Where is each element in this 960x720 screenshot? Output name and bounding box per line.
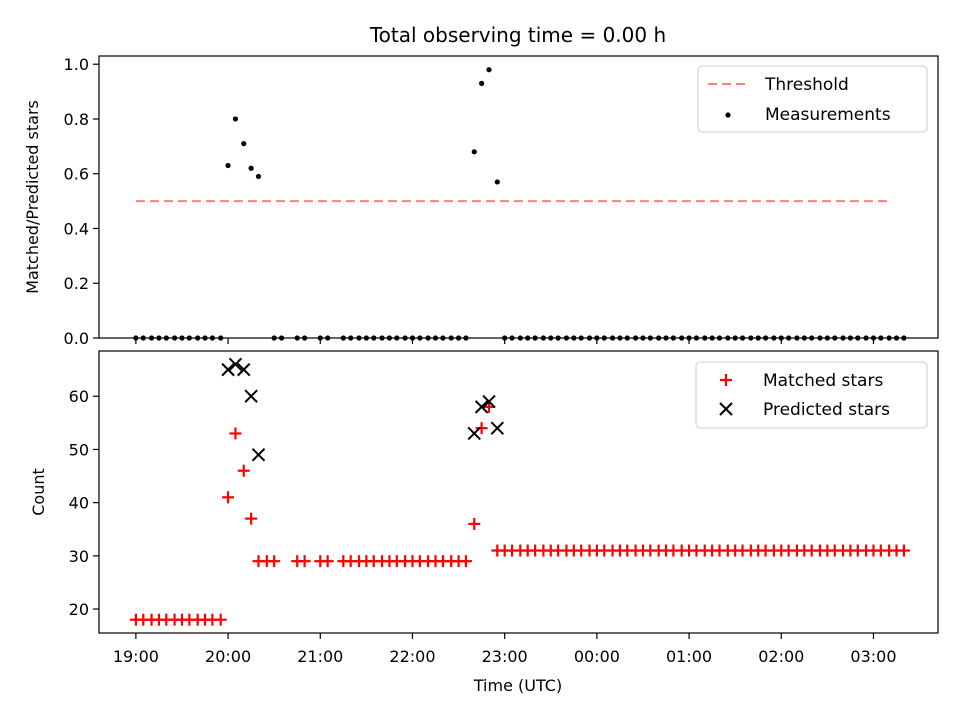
predicted-star-marker	[251, 448, 266, 462]
legend-matched-label: Matched stars	[763, 371, 883, 391]
predicted-stars-markers	[221, 357, 505, 462]
y-tick-label: 0.0	[64, 329, 89, 348]
y-tick-label: 40	[69, 494, 89, 513]
legend-matched-swatch	[720, 374, 732, 386]
x-tick-label: 20:00	[205, 647, 251, 666]
legend-predicted-label: Predicted stars	[763, 400, 890, 420]
predicted-star-marker	[482, 394, 496, 409]
x-tick-label: 23:00	[482, 647, 528, 666]
matched-stars-markers	[129, 400, 910, 626]
x-axis-label: Time (UTC)	[473, 676, 562, 695]
legend-measurements-swatch	[725, 112, 731, 118]
top-x-ticks	[135, 338, 875, 344]
matched-star-marker	[475, 422, 488, 435]
y-tick-label: 60	[69, 387, 89, 406]
top-ylabel: Matched/Predicted stars	[23, 100, 42, 294]
matched-star-marker	[229, 427, 242, 440]
x-tick-label: 19:00	[113, 647, 159, 666]
predicted-star-marker	[237, 362, 251, 377]
x-tick-label: 02:00	[758, 647, 804, 666]
x-tick-label: 03:00	[850, 647, 896, 666]
predicted-star-marker	[467, 426, 481, 441]
measurement-dot	[486, 67, 492, 73]
bottom-y-ticks: 20 30 40 50 60	[69, 387, 99, 619]
measurement-dot	[471, 149, 477, 155]
measurement-dot	[479, 80, 485, 86]
predicted-star-marker	[490, 421, 505, 435]
measurement-dot	[255, 173, 262, 180]
y-tick-label: 0.2	[64, 274, 89, 293]
x-tick-label: 00:00	[574, 647, 620, 666]
y-tick-label: 0.6	[64, 165, 89, 184]
bottom-panel: 20 30 40 50 60 19:00 20:00 21:00 22:00 23:00 00:0…	[29, 350, 939, 666]
top-axes-frame	[98, 55, 939, 339]
x-tick-label: 01:00	[666, 647, 712, 666]
y-tick-label: 20	[69, 600, 89, 619]
bottom-legend-box	[695, 361, 928, 429]
bottom-axes-frame	[98, 350, 939, 634]
matched-star-marker	[459, 555, 472, 568]
chart-title: Total observing time = 0.00 h	[369, 23, 666, 47]
predicted-star-marker	[474, 400, 489, 414]
matched-star-marker	[237, 464, 250, 477]
matched-star-marker	[214, 613, 227, 626]
measurement-dots	[225, 67, 500, 185]
bottom-ylabel: Count	[29, 468, 48, 516]
matched-star-marker	[268, 555, 281, 568]
predicted-star-marker	[244, 389, 258, 403]
x-tick-label: 21:00	[297, 647, 343, 666]
predicted-star-marker	[221, 362, 235, 377]
measurement-dot	[241, 141, 247, 147]
bottom-legend: Matched stars Predicted stars	[695, 361, 928, 429]
y-tick-label: 50	[69, 440, 89, 459]
legend-predicted-swatch	[719, 402, 733, 416]
top-y-ticks: 0.0 0.2 0.4 0.6 0.8 1.0	[64, 55, 99, 348]
measurement-dot	[248, 165, 254, 171]
top-legend: Threshold Measurements	[697, 65, 928, 133]
matched-star-marker	[321, 555, 334, 568]
matched-star-marker	[222, 491, 235, 504]
y-tick-label: 0.8	[64, 110, 89, 129]
measurement-dot	[225, 162, 231, 169]
measurement-dot	[232, 116, 239, 122]
bottom-x-ticks: 19:00 20:00 21:00 22:00 23:00 00:00 01:00 02:00…	[113, 633, 897, 666]
measurement-dot	[494, 179, 500, 185]
y-tick-label: 1.0	[64, 55, 89, 74]
y-tick-label: 0.4	[64, 219, 89, 238]
top-panel: 0.0 0.2 0.4 0.6 0.8 1.0 Matched/Predicted sta…	[23, 55, 939, 348]
y-tick-label: 30	[69, 547, 89, 566]
matched-star-marker	[897, 544, 910, 557]
legend-measurements-label: Measurements	[765, 105, 891, 125]
matched-star-marker	[245, 512, 258, 525]
matched-star-marker	[468, 517, 481, 530]
predicted-star-marker	[228, 357, 243, 372]
legend-threshold-label: Threshold	[764, 75, 849, 95]
x-tick-label: 22:00	[389, 647, 435, 666]
top-legend-box	[697, 65, 928, 133]
matched-star-marker	[298, 555, 311, 568]
